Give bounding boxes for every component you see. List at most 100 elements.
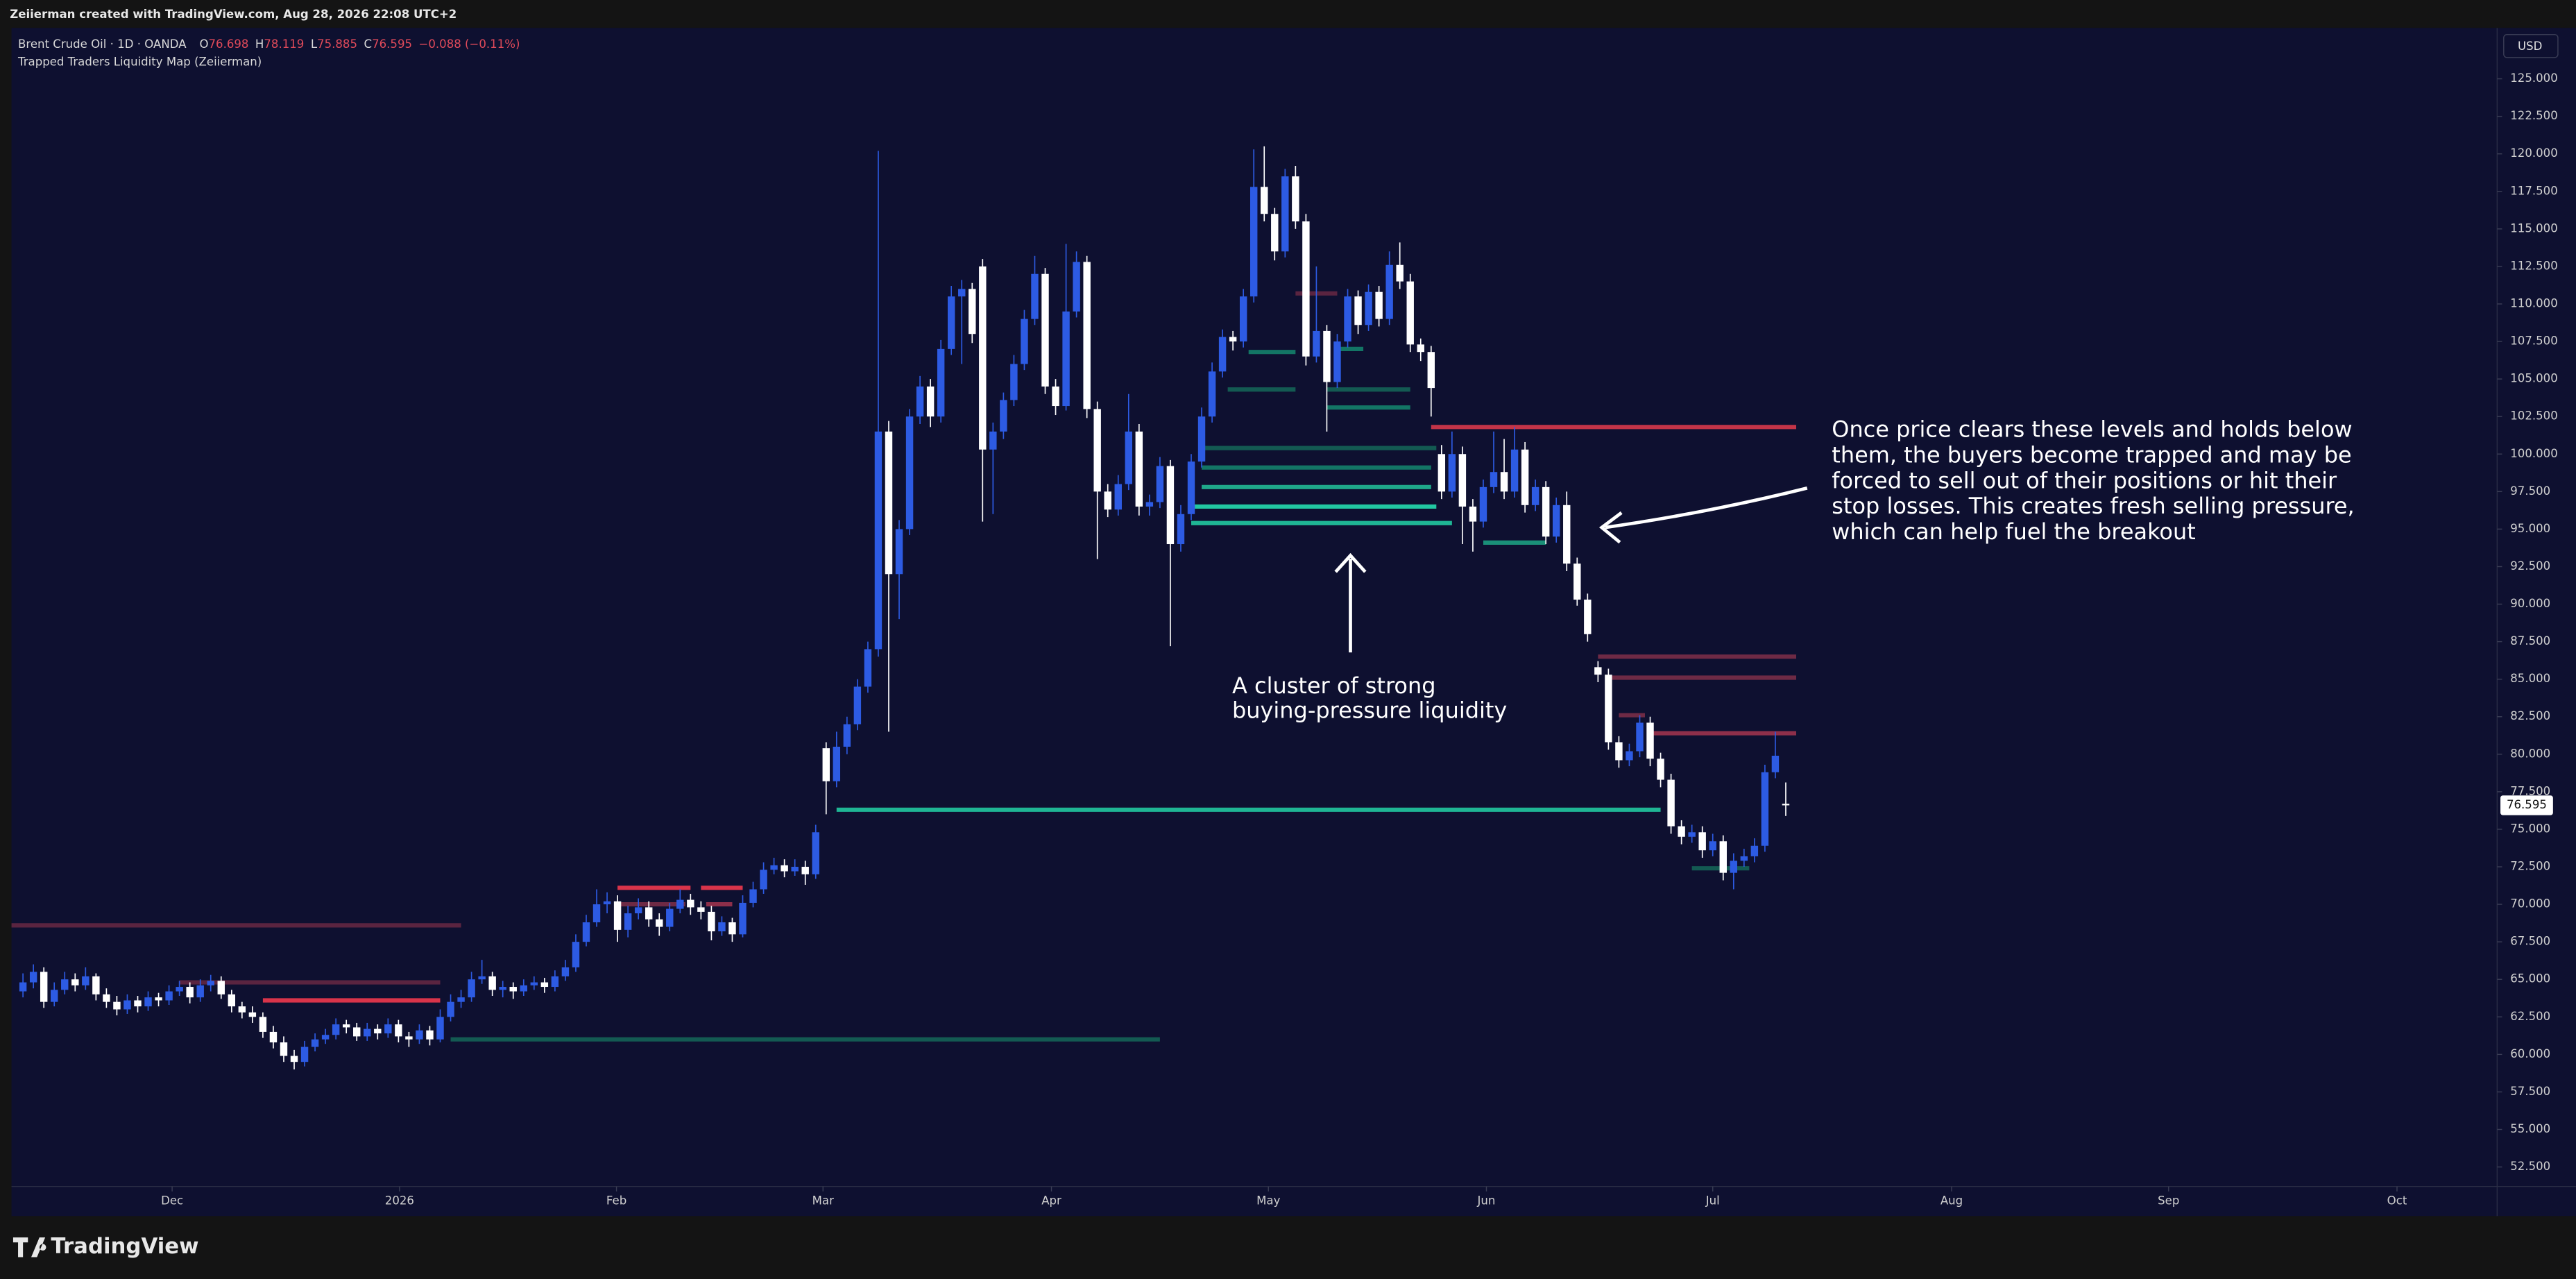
candle-body xyxy=(520,985,527,992)
candle-body xyxy=(1385,264,1393,319)
candle-body xyxy=(1323,330,1331,382)
candle-body xyxy=(1542,486,1550,537)
candle-body xyxy=(269,1031,278,1043)
candle-body xyxy=(248,1012,257,1017)
candle-body xyxy=(1469,506,1477,522)
candle-body xyxy=(92,976,100,994)
y-tick-label: 95.000 xyxy=(2510,522,2550,535)
candle-body xyxy=(207,981,214,985)
ohlc-value: 76.595 xyxy=(372,37,412,50)
candle-body xyxy=(1510,449,1519,492)
candle-body xyxy=(1750,845,1759,856)
candle-body xyxy=(61,979,69,990)
x-tick-label: Mar xyxy=(812,1194,834,1207)
candle-body xyxy=(1261,187,1268,214)
candle-body xyxy=(1490,472,1498,487)
candle-body xyxy=(1313,330,1320,357)
candle-body xyxy=(155,997,162,1001)
candle-body xyxy=(801,867,809,874)
candle-body xyxy=(416,1030,423,1040)
candle-body xyxy=(697,907,705,912)
ohlc-value: 76.698 xyxy=(209,37,249,50)
candle-body xyxy=(582,922,590,942)
candle-body xyxy=(1344,296,1351,342)
candle-body xyxy=(624,913,632,930)
candle-body xyxy=(969,289,976,334)
candle-body xyxy=(217,981,225,994)
candle-body xyxy=(144,997,152,1007)
candle-body xyxy=(1500,472,1508,492)
candle-body xyxy=(1249,187,1258,297)
price-tag xyxy=(2500,795,2553,815)
y-tick-label: 60.000 xyxy=(2510,1047,2550,1060)
candle-body xyxy=(405,1036,413,1040)
candle-body xyxy=(708,911,715,932)
candle-body xyxy=(196,985,204,998)
y-tick-label: 105.000 xyxy=(2510,372,2558,385)
x-tick-label: Jul xyxy=(1705,1194,1720,1207)
candle-body xyxy=(718,922,726,932)
candle-body xyxy=(561,967,570,976)
candle-body xyxy=(728,922,736,935)
currency-button[interactable] xyxy=(2503,34,2559,58)
last-price: 76.595 xyxy=(2507,798,2547,811)
brand-name: TradingView xyxy=(51,1234,198,1259)
candle-body xyxy=(853,686,862,725)
candle-body xyxy=(290,1056,298,1062)
candle-body xyxy=(113,1001,121,1010)
price-scale xyxy=(2497,28,2576,1187)
ohlc-key: L xyxy=(311,37,318,50)
candle-body xyxy=(176,987,183,992)
candle-body xyxy=(436,1017,444,1040)
candle-body xyxy=(781,865,788,872)
candle-body xyxy=(499,987,506,990)
candle-body xyxy=(123,1000,131,1010)
time-scale xyxy=(11,1186,2576,1217)
y-tick-label: 107.500 xyxy=(2510,334,2558,348)
candle-body xyxy=(342,1024,350,1028)
candle-body xyxy=(1292,176,1299,222)
candle-body xyxy=(1448,454,1456,492)
candle-body xyxy=(1104,491,1111,510)
annotation-line: A cluster of strong xyxy=(1232,672,1436,699)
candle-body xyxy=(1177,514,1185,545)
candle-body xyxy=(1208,371,1216,417)
candle-body xyxy=(1438,454,1446,492)
y-tick-label: 85.000 xyxy=(2510,672,2550,685)
candle-body xyxy=(530,982,538,985)
candle-body xyxy=(1135,431,1143,507)
annotation-line: them, the buyers become trapped and may … xyxy=(1832,441,2351,468)
candle-body xyxy=(1073,262,1080,312)
candle-body xyxy=(1354,296,1362,325)
candle-body xyxy=(613,901,622,930)
arrows xyxy=(1334,486,1808,653)
candle-body xyxy=(1605,675,1612,743)
candle-body xyxy=(1563,505,1571,564)
candle-body xyxy=(1458,454,1467,507)
candle-body xyxy=(1083,262,1091,409)
annotation-line: which can help fuel the breakout xyxy=(1832,518,2195,545)
ohlc-value: 75.885 xyxy=(317,37,357,50)
candle-body xyxy=(1375,291,1383,319)
x-tick-label: Sep xyxy=(2158,1194,2179,1207)
y-tick-label: 122.500 xyxy=(2510,109,2558,122)
y-tick-label: 67.500 xyxy=(2510,935,2550,948)
candle-body xyxy=(770,865,778,870)
currency[interactable]: USD xyxy=(2518,40,2542,53)
candle-body xyxy=(1281,176,1289,252)
candle-body xyxy=(1771,755,1780,772)
candle-body xyxy=(1302,221,1310,357)
candle-body xyxy=(1719,841,1727,873)
candle-body xyxy=(1521,449,1529,505)
candle-body xyxy=(1531,486,1539,505)
candle-body xyxy=(592,904,601,923)
header: Brent Crude Oil · 1D · OANDA O76.698 H78.1… xyxy=(17,37,520,68)
y-tick-label: 102.500 xyxy=(2510,409,2558,423)
candle-body xyxy=(1166,466,1175,545)
candle-body xyxy=(1114,484,1122,510)
candle-body xyxy=(1239,296,1247,342)
ohlc-value: 78.119 xyxy=(264,37,304,50)
candle-body xyxy=(905,416,914,530)
candle-body xyxy=(1667,779,1675,827)
